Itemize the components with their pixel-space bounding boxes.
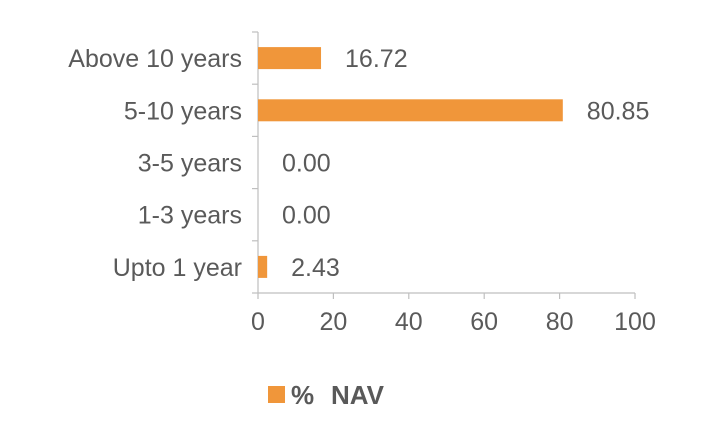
data-label: 80.85 [587, 97, 650, 125]
category-label: Upto 1 year [113, 254, 242, 282]
data-label: 0.00 [282, 202, 331, 230]
data-label: 2.43 [291, 254, 340, 282]
legend-swatch [268, 386, 285, 403]
x-tick-labels: 0 20 40 60 80 100 [251, 308, 656, 336]
x-tick-label: 80 [546, 308, 574, 336]
x-tick-label: 60 [470, 308, 498, 336]
bar [258, 47, 322, 70]
bar [258, 99, 563, 122]
data-label: 16.72 [345, 45, 408, 73]
data-labels: 16.72 80.85 0.00 0.00 2.43 [282, 45, 649, 282]
data-label: 0.00 [282, 150, 331, 178]
x-tick-label: 100 [614, 308, 656, 336]
bar [258, 255, 268, 278]
bars [258, 47, 563, 278]
legend: % NAV [268, 380, 385, 410]
axes [252, 31, 636, 299]
category-label: Above 10 years [68, 45, 242, 73]
legend-symbol: % [291, 380, 314, 410]
category-label: 1-3 years [138, 202, 242, 230]
x-tick-label: 40 [395, 308, 423, 336]
legend-label: NAV [331, 380, 385, 410]
x-tick-label: 20 [319, 308, 347, 336]
category-label: 5-10 years [124, 97, 242, 125]
x-tick-label: 0 [251, 308, 265, 336]
category-labels: Above 10 years 5-10 years 3-5 years 1-3 yea… [68, 45, 242, 282]
category-label: 3-5 years [138, 150, 242, 178]
